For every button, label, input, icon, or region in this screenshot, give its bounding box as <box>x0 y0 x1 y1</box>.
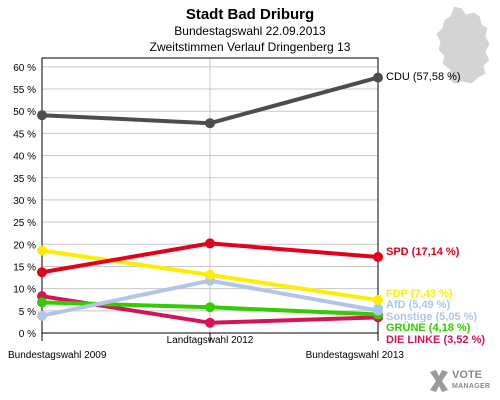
logo-line2: MANAGER <box>452 383 491 390</box>
data-point-grüne <box>205 302 215 313</box>
logo-line1: VOTE <box>452 369 482 381</box>
x-tick-label: Bundestagswahl 2013 <box>306 350 405 361</box>
chart-title: Stadt Bad Driburg <box>185 6 315 23</box>
axes: 0 % 5 % 10 % 15 % 20 % 25 % 30 % 35 % 40 % 45 % 50… <box>8 57 405 361</box>
y-tick-label: 0 % <box>19 329 36 340</box>
y-tick-label: 60 % <box>13 63 36 74</box>
data-point-cdu <box>373 72 383 83</box>
data-point-die-linke <box>205 317 215 328</box>
y-tick-label: 25 % <box>13 218 36 229</box>
y-tick-label: 50 % <box>13 107 36 118</box>
data-point-fdp <box>37 245 47 256</box>
chart-subtitle-district: Zweitstimmen Verlauf Dringenberg 13 <box>149 40 351 54</box>
data-point-spd <box>205 238 215 249</box>
series-label-spd: SPD (17,14 %) <box>386 246 460 258</box>
series-label-cdu: CDU (57,58 %) <box>386 71 461 83</box>
x-tick-label: Landtagswahl 2012 <box>167 335 254 346</box>
y-tick-label: 10 % <box>13 285 36 296</box>
data-point-fdp <box>373 295 383 306</box>
y-tick-label: 5 % <box>19 307 36 318</box>
x-tick-label: Bundestagswahl 2009 <box>8 350 107 361</box>
y-tick-label: 40 % <box>13 152 36 163</box>
y-tick-label: 20 % <box>13 240 36 251</box>
y-tick-label: 55 % <box>13 85 36 96</box>
y-tick-label: 35 % <box>13 174 36 185</box>
series-label-sonstige: Sonstige (5,05 %) <box>386 311 477 323</box>
data-point-cdu <box>205 118 215 129</box>
data-point-sonstige <box>37 310 47 321</box>
vote-manager-logo <box>430 370 448 392</box>
chart-subtitle-election: Bundestagswahl 22.09.2013 <box>174 24 326 38</box>
data-point-grüne <box>37 297 47 308</box>
series-label-afd: AfD (5,49 %) <box>386 299 451 311</box>
series-labels: CDU (57,58 %) SPD (17,14 %) FDP (7,43 %)Af… <box>386 71 485 346</box>
data-point-spd <box>37 267 47 278</box>
y-tick-label: 30 % <box>13 196 36 207</box>
vote-manager-wordmark: VOTE MANAGER <box>452 370 490 392</box>
data-point-cdu <box>37 110 47 121</box>
series <box>37 72 383 328</box>
data-point-afd <box>373 303 383 314</box>
y-tick-label: 45 % <box>13 129 36 140</box>
series-label-grüne: GRÜNE (4,18 %) <box>386 321 471 334</box>
series-label-die-linke: DIE LINKE (3,52 %) <box>386 334 485 346</box>
series-label-fdp: FDP (7,43 %) <box>386 288 453 300</box>
data-point-fdp <box>205 269 215 280</box>
y-tick-label: 15 % <box>13 262 36 273</box>
germany-map-icon <box>435 5 491 85</box>
data-point-spd <box>373 251 383 262</box>
